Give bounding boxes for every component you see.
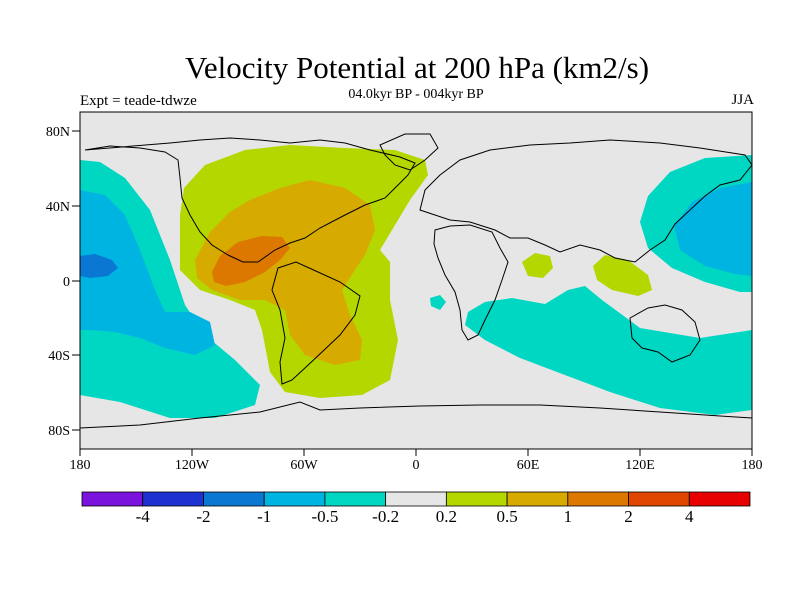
colorbar-swatch (203, 491, 265, 507)
coast-eurasia (419, 139, 752, 263)
colorbar (81, 491, 751, 507)
coast-antarctica (80, 401, 752, 429)
colorbar-swatch (142, 491, 204, 507)
negative-weak-region-indian-ocean (465, 286, 752, 415)
lat-label-80n: 80N (46, 125, 70, 140)
colorbar-label: -4 (136, 507, 151, 526)
lon-label-180-east: 180 (742, 458, 763, 473)
lon-labels: 180 120W 60W 0 60E 120E 180 (70, 458, 763, 473)
colorbar-swatch (628, 491, 690, 507)
coast-greenland (379, 133, 439, 171)
colorbar-swatch (263, 491, 326, 507)
colorbar-label: 0.2 (436, 507, 457, 526)
negative-weak-region-africa-coast (430, 295, 446, 310)
lon-label-180-west: 180 (70, 458, 91, 473)
colorbar-label: -0.2 (372, 507, 399, 526)
positive-mid-region-americas (195, 180, 375, 365)
negative-strong-region-east-pacific (80, 254, 118, 278)
lon-ticks (79, 449, 753, 456)
colorbar-swatch (506, 491, 569, 507)
colorbar-label: 4 (685, 507, 694, 526)
positive-weak-region-maritime-continent (593, 255, 652, 296)
contour-fill-layer (80, 112, 752, 449)
lon-label-60w: 60W (290, 458, 318, 473)
colorbar-label: -0.5 (311, 507, 338, 526)
colorbar-swatch (688, 491, 751, 507)
colorbar-label: 1 (564, 507, 573, 526)
colorbar-swatch (445, 491, 508, 507)
page-title: Velocity Potential at 200 hPa (km2/s) (184, 50, 650, 85)
colorbar-labels: -4 -2 -1 -0.5 -0.2 0.2 0.5 1 2 4 (136, 507, 694, 526)
experiment-label: Expt = teade-tdwze (80, 93, 197, 109)
lon-label-60e: 60E (517, 458, 540, 473)
coast-north-america (84, 137, 416, 263)
positive-weak-region-arabian-sea (522, 253, 553, 278)
negative-mid-region-west-pacific (674, 182, 752, 276)
negative-mid-region-east-pacific (80, 190, 215, 355)
coast-south-america (271, 261, 361, 385)
lat-labels: 80N 40N 0 40S 80S (46, 125, 70, 439)
lat-label-40n: 40N (46, 200, 70, 215)
colorbar-swatch (567, 491, 629, 507)
lat-ticks (72, 130, 80, 431)
lat-label-0: 0 (63, 275, 70, 290)
season-label: JJA (731, 92, 754, 108)
colorbar-label: 2 (624, 507, 633, 526)
coastlines (80, 133, 752, 429)
lat-label-40s: 40S (48, 349, 70, 364)
colorbar-swatch (385, 491, 447, 507)
colorbar-label: -1 (257, 507, 271, 526)
lon-label-0: 0 (413, 458, 420, 473)
colorbar-label: -2 (196, 507, 210, 526)
coast-australia (629, 304, 701, 363)
coast-africa (433, 224, 509, 341)
positive-strong-region-central-america (212, 236, 290, 286)
lon-label-120w: 120W (175, 458, 210, 473)
colorbar-swatch (81, 491, 144, 507)
colorbar-swatch (324, 491, 387, 507)
plot-subtitle: 04.0kyr BP - 004kyr BP (348, 87, 484, 102)
lat-label-80s: 80S (48, 424, 70, 439)
lon-label-120e: 120E (625, 458, 655, 473)
colorbar-label: 0.5 (496, 507, 517, 526)
